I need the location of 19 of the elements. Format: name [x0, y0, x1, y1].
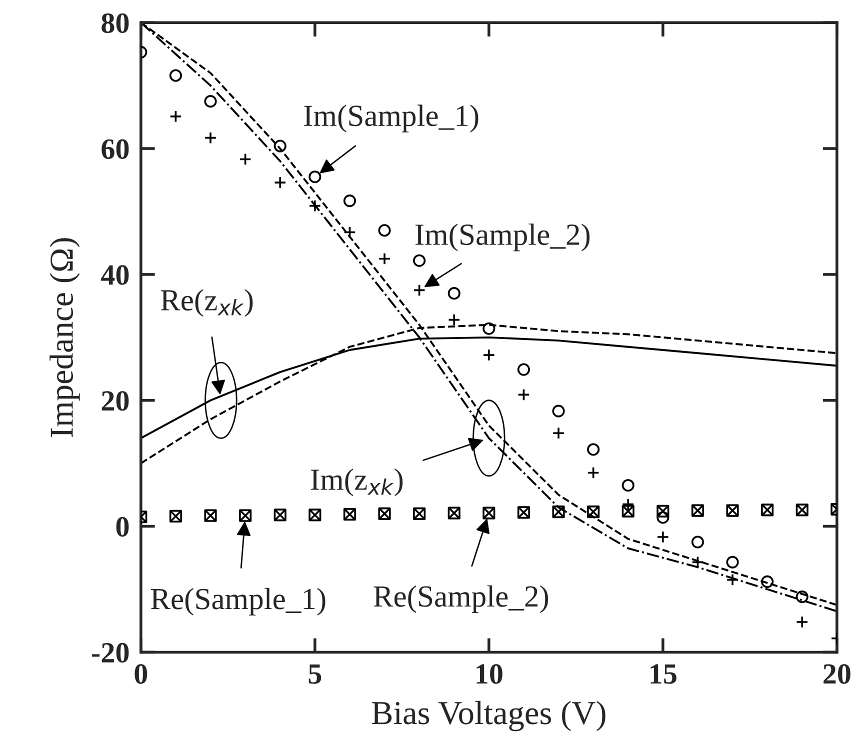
annotation: Im(Sample_1) — [304, 104, 478, 132]
y-tick-label: 80 — [102, 13, 129, 34]
y-tick-label: 20 — [102, 391, 129, 411]
x-tick-label: 5 — [308, 664, 322, 684]
annotation: Re(Sample_2) — [374, 585, 548, 614]
y-tick-label: -20 — [92, 642, 129, 663]
annotation: Im(Sample_2) — [416, 224, 590, 252]
x-tick-label: 10 — [476, 664, 502, 684]
x-tick-label: 15 — [650, 664, 676, 684]
annotation: Re(z$_{xk}$) — [160, 289, 253, 317]
x-axis-title: Bias Voltages (V) — [372, 700, 606, 732]
y-tick-label: 0 — [116, 517, 129, 537]
annotation: Re(Sample_1) — [150, 588, 326, 616]
x-tick-label: 20 — [824, 664, 850, 684]
y-tick-label: 40 — [101, 265, 129, 285]
annotation: Im(z$_{xk}$) — [311, 468, 403, 496]
y-tick-label: 60 — [102, 139, 129, 159]
y-axis-title: Impedance (Ω) — [50, 238, 80, 437]
x-tick-label: 0 — [134, 664, 148, 684]
